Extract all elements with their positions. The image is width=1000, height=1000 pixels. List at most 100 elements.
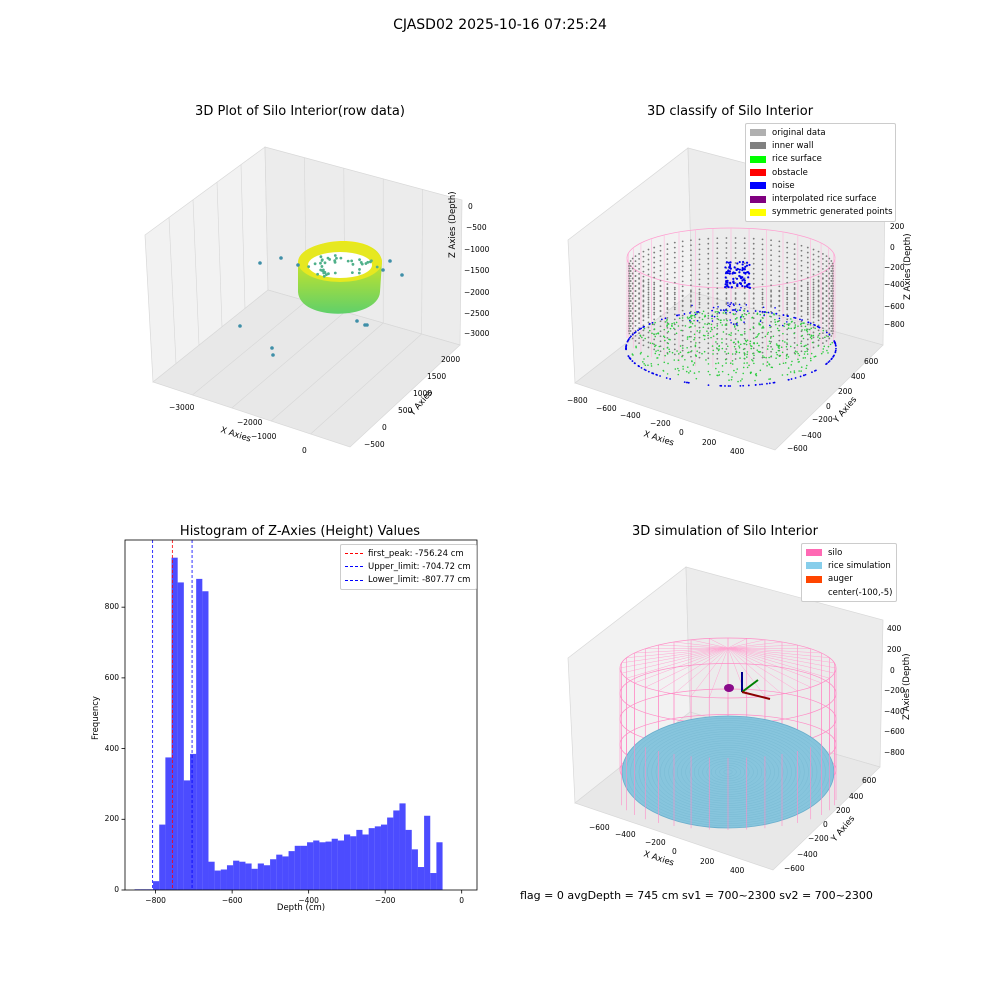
sim-xtick: −400	[615, 830, 636, 839]
cls-rice-point	[810, 327, 813, 330]
cls-wall-point	[629, 280, 632, 282]
cls-rice-point	[751, 358, 753, 361]
cls-wall-point	[707, 292, 710, 295]
cls-wall-point	[631, 322, 634, 325]
cls-wall-point	[628, 285, 630, 287]
cls-noise-point	[629, 336, 631, 339]
cls-wall-point	[698, 306, 701, 309]
cls-wall-point	[716, 277, 719, 280]
sim-ytick: 0	[823, 820, 828, 829]
cls-wall-point	[628, 305, 630, 307]
cls-wall-point	[830, 330, 833, 332]
cls-wall-point	[830, 315, 833, 317]
cls-wall-point	[698, 243, 701, 246]
cls-rice-point	[704, 314, 706, 317]
cls-wall-point	[817, 260, 820, 263]
cls-wall-point	[743, 302, 746, 305]
cls-wall-point	[806, 288, 809, 291]
legend-swatch	[806, 549, 822, 557]
cls-wall-point	[698, 336, 701, 339]
cls-wall-point	[786, 246, 789, 249]
cls-wall-point	[673, 348, 676, 351]
cls-rice-point	[727, 373, 730, 376]
cls-wall-point	[628, 280, 630, 282]
cls-wall-point	[681, 290, 684, 293]
cls-rice-point	[750, 371, 753, 374]
sim-ztick: −200	[884, 686, 905, 695]
cls-wall-point	[631, 297, 634, 300]
cls-wall-point	[673, 276, 676, 279]
cls-rice-point	[721, 324, 724, 326]
cls-wall-point	[707, 277, 710, 280]
cls-wall-point	[817, 265, 820, 268]
cls-wall-point	[806, 283, 809, 286]
cls-wall-point	[690, 249, 692, 252]
cls-rice-point	[793, 327, 796, 330]
cls-rice-point	[794, 353, 797, 355]
cls-wall-point	[812, 291, 815, 294]
raw-outlier-point	[355, 319, 359, 323]
cls-wall-point	[800, 284, 803, 287]
cls-rice-point	[767, 345, 769, 347]
cls-wall-point	[659, 269, 662, 272]
cls-wall-point	[647, 331, 650, 334]
cls-wall-point	[770, 300, 772, 303]
cls-rice-point	[635, 346, 637, 349]
cls-wall-point	[698, 288, 701, 291]
cls-wall-point	[734, 237, 737, 239]
cls-wall-point	[793, 273, 796, 276]
raw-xtick: −1000	[251, 432, 277, 441]
raw-point	[357, 271, 361, 275]
cls-wall-point	[673, 353, 676, 356]
cls-wall-point	[786, 281, 789, 284]
cls-rice-point	[797, 352, 799, 355]
cls-wall-point	[673, 286, 676, 289]
cls-rice-point	[668, 348, 670, 351]
cls-wall-point	[690, 274, 692, 277]
raw-ytick: 0	[382, 423, 387, 432]
raw-plot-title: 3D Plot of Silo Interior(row data)	[195, 104, 405, 119]
cls-wall-point	[647, 336, 650, 339]
cls-wall-point	[821, 302, 824, 305]
cls-wall-point	[634, 310, 637, 313]
cls-wall-point	[817, 294, 820, 297]
cls-wall-point	[825, 320, 828, 323]
legend-swatch	[806, 575, 822, 583]
cls-rice-point	[711, 317, 713, 320]
cls-wall-point	[642, 339, 645, 342]
cls-wall-point	[831, 272, 834, 275]
cls-rice-point	[787, 356, 790, 358]
cls-wall-point	[761, 341, 764, 344]
cls-wall-point	[690, 254, 692, 257]
cls-wall-point	[734, 313, 737, 315]
cls-wall-point	[800, 330, 803, 333]
cls-rice-point	[716, 315, 719, 318]
cls-rice-point	[736, 309, 739, 312]
cls-rice-point	[678, 317, 681, 320]
cls-rice-point	[742, 366, 745, 369]
cls-rice-point	[693, 372, 696, 374]
cls-wall-point	[647, 286, 650, 289]
cls-rice-point	[769, 315, 771, 318]
cls-rice-point	[777, 346, 780, 348]
cls-wall-point	[690, 299, 692, 302]
cls-rice-point	[765, 356, 767, 359]
cls-wall-point	[659, 340, 662, 343]
cls-rice-point	[662, 348, 665, 350]
sim-ztick: −600	[884, 727, 905, 736]
cls-wall-point	[770, 350, 772, 353]
cls-wall-point	[830, 300, 833, 302]
cls-wall-point	[770, 345, 772, 348]
cls-wall-point	[761, 243, 764, 246]
cls-rice-point	[769, 326, 772, 329]
cls-wall-point	[778, 295, 781, 298]
cls-wall-point	[761, 331, 764, 334]
cls-noise-point	[720, 309, 722, 312]
cls-rice-point	[650, 362, 653, 365]
cls-rice-point	[695, 377, 698, 380]
cls-wall-point	[716, 302, 719, 305]
cls-wall-point	[653, 293, 656, 296]
cls-rice-point	[783, 322, 786, 325]
cls-rice-point	[810, 359, 812, 362]
cls-wall-point	[629, 305, 632, 307]
